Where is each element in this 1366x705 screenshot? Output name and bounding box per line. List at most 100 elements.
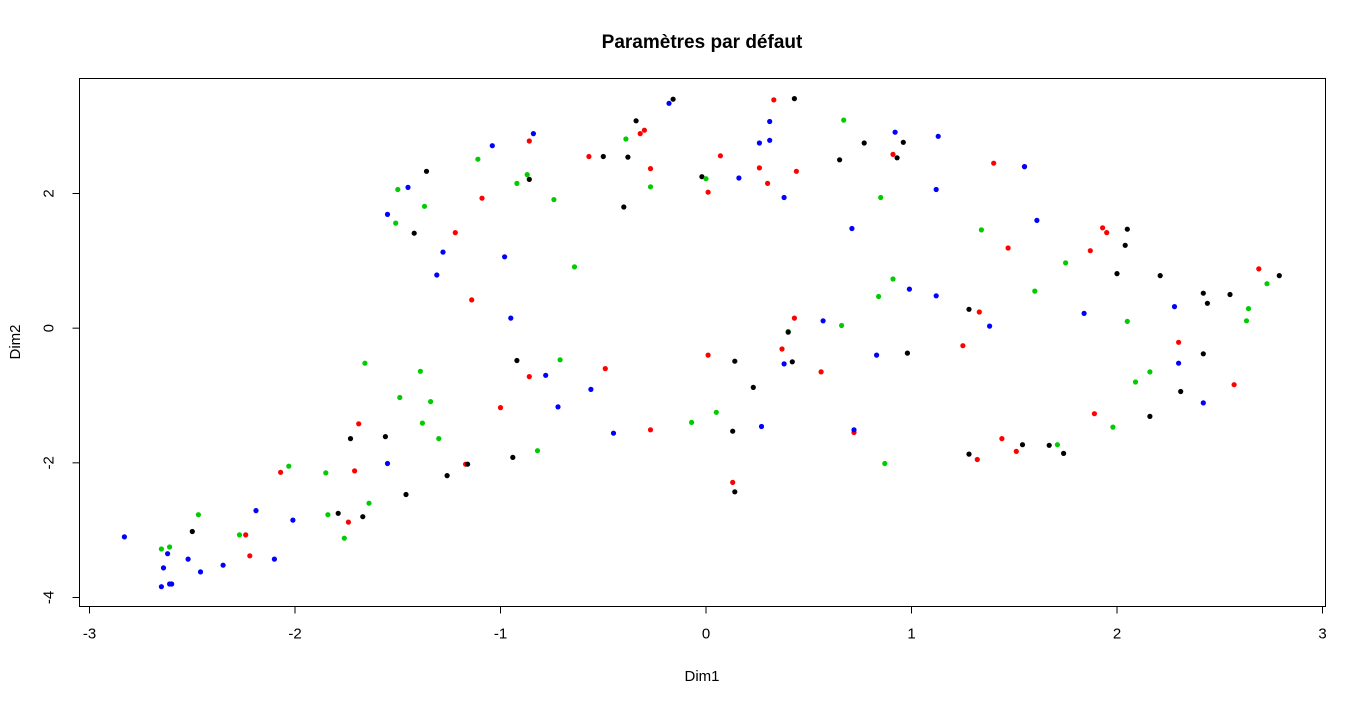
- data-point: [588, 386, 594, 392]
- data-point: [1200, 290, 1206, 296]
- y-tick-label: -2: [41, 456, 58, 469]
- data-point: [158, 584, 164, 590]
- data-point: [689, 419, 695, 425]
- data-point: [756, 140, 763, 146]
- data-point: [1200, 400, 1206, 406]
- data-point: [253, 508, 259, 514]
- data-point: [841, 117, 847, 123]
- data-point: [247, 553, 253, 559]
- data-point: [360, 514, 366, 520]
- data-point: [730, 479, 736, 485]
- data-point: [382, 434, 388, 440]
- x-tick-label: -2: [288, 626, 301, 643]
- data-point: [818, 369, 824, 375]
- data-point: [966, 306, 972, 312]
- data-point: [502, 254, 508, 260]
- data-point: [428, 399, 434, 405]
- data-point: [189, 528, 195, 535]
- data-point: [1264, 281, 1270, 287]
- data-point: [352, 468, 358, 474]
- data-point: [1019, 442, 1026, 448]
- data-point: [765, 180, 771, 186]
- data-point: [508, 315, 514, 321]
- data-point: [750, 384, 756, 390]
- x-tick-label: 0: [702, 626, 710, 643]
- data-point: [510, 454, 516, 460]
- data-point: [1122, 242, 1128, 248]
- data-point: [1178, 388, 1184, 395]
- x-axis: -3 -2 -1 0 1 2 3: [83, 606, 1327, 643]
- data-point: [779, 346, 785, 352]
- data-point: [705, 189, 711, 195]
- data-point: [966, 451, 972, 457]
- data-point: [641, 127, 648, 133]
- y-tick-label: 0: [41, 324, 58, 332]
- data-point: [637, 131, 643, 137]
- data-point: [335, 510, 341, 516]
- data-point: [781, 194, 787, 201]
- data-point: [323, 470, 329, 476]
- data-point: [489, 143, 495, 149]
- y-tick-label: -4: [41, 591, 58, 604]
- data-point: [1091, 411, 1097, 417]
- data-point: [366, 500, 372, 506]
- data-point: [1081, 310, 1087, 316]
- data-point: [440, 249, 446, 255]
- data-point: [397, 394, 403, 401]
- data-point: [785, 329, 791, 335]
- data-point: [771, 97, 777, 103]
- y-tick-label: 2: [41, 189, 58, 197]
- chart-title: Paramètres par défaut: [602, 32, 803, 53]
- data-point: [736, 175, 742, 181]
- x-axis-label: Dim1: [684, 668, 719, 685]
- data-point: [195, 512, 201, 518]
- data-point: [345, 519, 351, 525]
- data-point: [894, 155, 900, 161]
- data-point: [633, 118, 639, 124]
- data-point: [976, 309, 982, 315]
- plot-frame: [79, 78, 1326, 607]
- data-point: [1132, 379, 1139, 385]
- x-tick-label: 2: [1113, 626, 1121, 643]
- data-point: [465, 461, 471, 467]
- data-point: [1147, 413, 1153, 419]
- data-point: [347, 436, 354, 442]
- data-point: [555, 404, 561, 410]
- data-point: [1124, 318, 1130, 324]
- data-point: [1110, 424, 1116, 430]
- data-point: [514, 180, 520, 186]
- data-point: [278, 469, 284, 475]
- data-point: [356, 421, 362, 427]
- data-point: [1061, 450, 1067, 456]
- y-axis: -4 -2 0 2: [41, 189, 80, 604]
- data-point: [906, 286, 913, 292]
- data-point: [405, 184, 411, 190]
- data-point: [666, 100, 672, 106]
- data-point: [417, 368, 423, 374]
- data-point: [1176, 360, 1182, 366]
- x-tick-label: -1: [494, 626, 507, 643]
- data-point: [197, 569, 204, 575]
- data-point: [290, 517, 296, 523]
- data-point: [732, 358, 738, 364]
- data-point: [1104, 230, 1110, 236]
- data-point: [1021, 164, 1028, 170]
- data-point: [551, 197, 557, 203]
- data-point: [625, 154, 631, 160]
- data-point: [767, 118, 773, 125]
- data-point: [602, 366, 608, 372]
- data-point: [271, 556, 277, 562]
- data-point: [647, 184, 654, 190]
- data-point: [974, 456, 980, 463]
- data-point: [890, 276, 896, 282]
- data-point: [1100, 225, 1106, 231]
- data-point: [1054, 442, 1060, 448]
- data-point: [524, 172, 530, 178]
- data-point: [1063, 260, 1069, 266]
- data-point: [167, 581, 173, 587]
- data-point: [1034, 217, 1040, 223]
- data-point: [436, 436, 442, 442]
- data-point: [220, 562, 226, 568]
- data-point: [1005, 245, 1011, 251]
